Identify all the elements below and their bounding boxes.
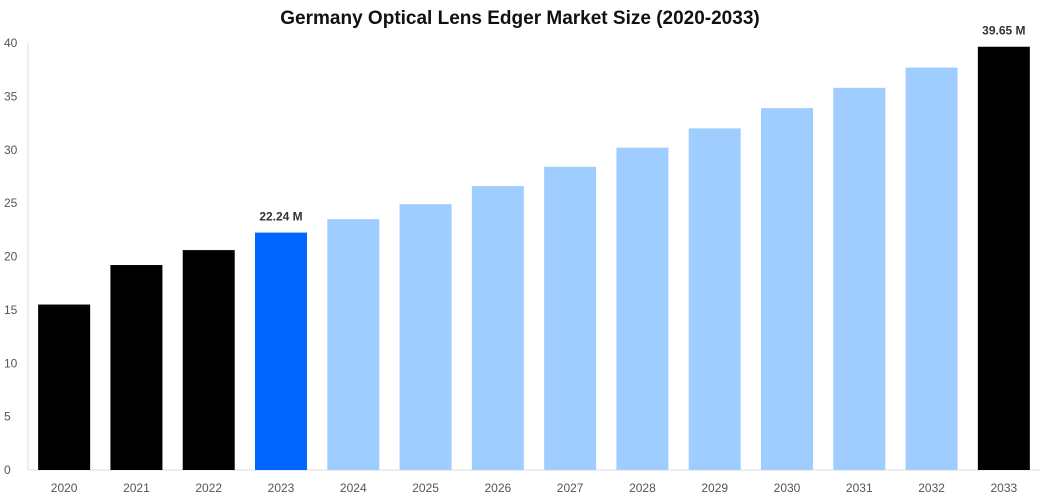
bar-2027 <box>544 166 597 470</box>
bar-2022 <box>182 250 235 470</box>
y-tick-label: 30 <box>4 143 18 157</box>
x-tick-label: 2023 <box>268 481 295 495</box>
bar-2028 <box>616 147 669 471</box>
bar-2032 <box>905 67 958 471</box>
bar-2031 <box>833 87 886 471</box>
x-tick-label: 2032 <box>918 481 945 495</box>
bar-2030 <box>761 108 813 471</box>
chart-title: Germany Optical Lens Edger Market Size (… <box>280 8 760 29</box>
x-tick-label: 2024 <box>340 481 367 495</box>
x-tick-label: 2028 <box>629 481 656 495</box>
y-tick-label: 35 <box>4 89 18 103</box>
bar-2024 <box>327 219 380 470</box>
bar-2023 <box>255 232 307 470</box>
x-tick-label: 2021 <box>123 481 150 495</box>
bar-2033 <box>977 46 1030 470</box>
y-tick-label: 0 <box>4 463 11 477</box>
x-tick-label: 2029 <box>701 481 728 495</box>
y-tick-label: 25 <box>4 196 18 210</box>
x-tick-label: 2033 <box>991 481 1018 495</box>
x-tick-label: 2026 <box>485 481 512 495</box>
data-label: 22.24 M <box>259 210 302 224</box>
x-tick-label: 2022 <box>195 481 222 495</box>
x-tick-label: 2030 <box>774 481 801 495</box>
data-label: 39.65 M <box>982 24 1025 38</box>
y-tick-label: 5 <box>4 410 11 424</box>
x-tick-label: 2020 <box>51 481 78 495</box>
y-tick-label: 20 <box>4 250 18 264</box>
bar-2029 <box>688 128 741 470</box>
y-tick-label: 10 <box>4 356 18 370</box>
y-tick-label: 40 <box>4 36 18 50</box>
bar-2021 <box>110 265 163 470</box>
x-tick-label: 2031 <box>846 481 873 495</box>
bar-2026 <box>471 186 524 471</box>
bar-2020 <box>38 304 91 470</box>
bar-2025 <box>399 204 452 470</box>
x-tick-label: 2025 <box>412 481 439 495</box>
x-tick-label: 2027 <box>557 481 584 495</box>
y-tick-label: 15 <box>4 303 18 317</box>
